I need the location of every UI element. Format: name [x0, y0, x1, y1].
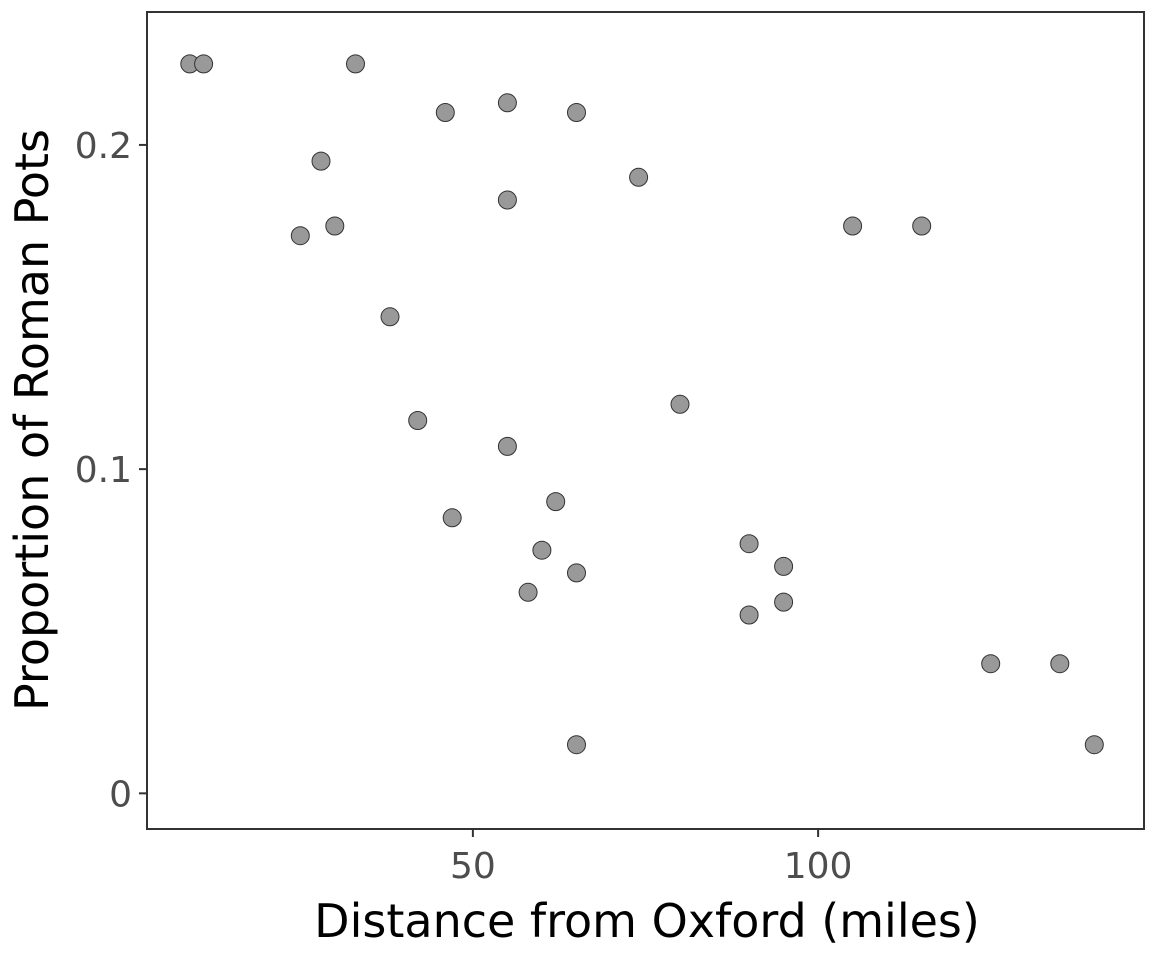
y-tick-label: 0 [109, 774, 132, 815]
data-point [739, 605, 759, 625]
data-point [981, 654, 1001, 674]
data-point [546, 492, 566, 512]
data-point [346, 54, 365, 74]
y-axis-ticks: 0 0.1 0.2 [75, 126, 147, 815]
x-axis-ticks: 50 100 [450, 829, 852, 887]
data-point [518, 582, 538, 602]
data-point [1050, 654, 1070, 674]
data-point [311, 151, 331, 171]
data-point [739, 534, 759, 554]
plot-panel [146, 11, 1145, 830]
data-point [670, 394, 690, 414]
data-point [497, 436, 517, 456]
data-point [497, 190, 517, 210]
y-tick-label: 0.2 [75, 126, 132, 167]
data-point [380, 307, 400, 327]
x-tick-label: 100 [784, 846, 853, 887]
data-point [532, 540, 552, 560]
data-point [290, 226, 310, 246]
x-axis-title: Distance from Oxford (miles) [314, 894, 980, 948]
data-point [567, 563, 586, 583]
data-point [1084, 735, 1104, 755]
y-axis-title: Proportion of Roman Pots [5, 129, 59, 711]
data-point [194, 54, 214, 74]
y-tick-label: 0.1 [75, 450, 132, 491]
data-point [497, 93, 517, 113]
data-point [325, 216, 345, 236]
data-point [442, 508, 462, 528]
data-point [843, 216, 863, 236]
data-point [435, 103, 455, 122]
data-points [180, 54, 1104, 755]
data-point [912, 216, 932, 236]
data-point [567, 103, 586, 122]
data-point [774, 592, 794, 612]
data-point [408, 411, 428, 430]
data-point [567, 735, 586, 755]
data-point [774, 556, 794, 576]
x-tick-label: 50 [450, 846, 496, 887]
data-point [629, 167, 649, 187]
